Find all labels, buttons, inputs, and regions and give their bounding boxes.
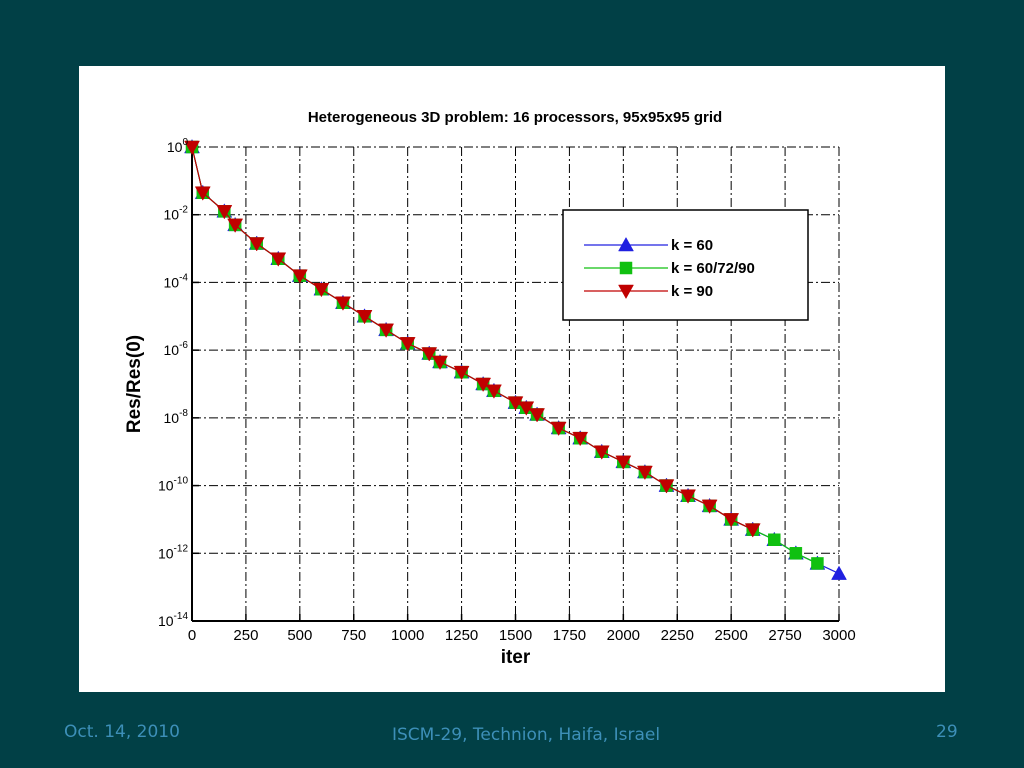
y-axis-label: Res/Res(0)	[124, 335, 145, 433]
y-tick-label: 100	[167, 137, 189, 155]
y-tick-label: 10-4	[164, 272, 189, 290]
chart-panel: 0 250 500 750 1000 1250 1500 1750 2000 2250 2500 27…	[79, 66, 945, 692]
series-point	[701, 499, 718, 514]
legend-label: k = 60/72/90	[671, 260, 755, 277]
y-tick-label: 10-2	[164, 205, 189, 223]
series-point	[593, 445, 610, 460]
series-point	[831, 565, 847, 580]
x-tick-label: 250	[233, 627, 258, 644]
series-point	[550, 421, 567, 437]
x-tick-label: 1500	[499, 627, 532, 644]
legend-item: k = 60	[584, 236, 713, 254]
y-tick-label: 10-14	[158, 611, 188, 629]
series-point	[453, 365, 470, 381]
x-axis-label: iter	[501, 647, 531, 668]
legend: k = 60 k = 60/72/90 k = 90	[562, 209, 809, 321]
x-tick-label: 3000	[822, 627, 855, 644]
legend-marker	[618, 236, 634, 252]
series-point	[335, 296, 351, 311]
legend-box	[562, 209, 809, 321]
x-tick-label: 0	[188, 627, 196, 644]
series-point	[723, 513, 740, 528]
axes-layer	[191, 146, 840, 622]
series-line	[191, 146, 753, 531]
series-point	[486, 384, 502, 399]
series-point	[291, 269, 308, 284]
legend-label: k = 90	[671, 283, 713, 300]
series-point	[356, 310, 373, 325]
chart-title: Heterogeneous 3D problem: 16 processors,…	[308, 109, 722, 126]
series-2	[184, 140, 761, 538]
footer-date: Oct. 14, 2010	[64, 722, 180, 742]
y-tick-label: 10-8	[164, 408, 189, 426]
x-tick-label: 1000	[391, 627, 424, 644]
x-tick-label: 750	[341, 627, 366, 644]
series-point	[313, 282, 330, 298]
legend-label: k = 60	[671, 237, 713, 254]
series-point	[399, 337, 416, 352]
chart-svg: 0 250 500 750 1000 1250 1500 1750 2000 2250 2500 27…	[124, 109, 856, 668]
series-point	[227, 218, 244, 233]
y-tick-label: 10-10	[158, 476, 188, 494]
series-point	[248, 237, 265, 252]
series-point	[507, 396, 524, 411]
legend-item: k = 60/72/90	[584, 260, 755, 277]
series-point	[529, 408, 545, 423]
x-tick-label: 2250	[661, 627, 694, 644]
series-point	[194, 186, 211, 201]
series-point	[216, 205, 233, 220]
series-point	[421, 347, 438, 362]
x-tick-label: 1750	[553, 627, 586, 644]
series-point	[184, 140, 200, 156]
x-tick-label: 2000	[607, 627, 640, 644]
x-tick-label: 2500	[714, 627, 747, 644]
x-tick-label: 1250	[445, 627, 478, 644]
series-point	[680, 489, 696, 504]
series-point	[615, 455, 632, 470]
labels-layer: 0 250 500 750 1000 1250 1500 1750 2000 2250 2500 27…	[124, 109, 856, 668]
series-point	[768, 533, 781, 546]
legend-item: k = 90	[584, 283, 713, 300]
x-tick-label: 500	[287, 627, 312, 644]
series-point	[636, 465, 653, 481]
series-point	[744, 523, 761, 538]
series-point	[572, 431, 589, 447]
footer-page-number: 29	[936, 722, 958, 742]
series-point	[378, 323, 395, 338]
series-layer	[184, 138, 847, 580]
x-tick-label: 2750	[768, 627, 801, 644]
footer-venue: ISCM-29, Technion, Haifa, Israel	[392, 725, 661, 745]
series-point	[789, 547, 803, 560]
series-point	[658, 479, 675, 494]
y-tick-label: 10-12	[158, 543, 188, 561]
y-tick-label: 10-6	[164, 340, 189, 358]
series-1	[185, 140, 824, 570]
legend-marker	[619, 261, 633, 275]
legend-marker	[618, 284, 634, 300]
series-point	[811, 557, 824, 570]
series-point	[432, 355, 448, 371]
series-point	[270, 252, 287, 267]
